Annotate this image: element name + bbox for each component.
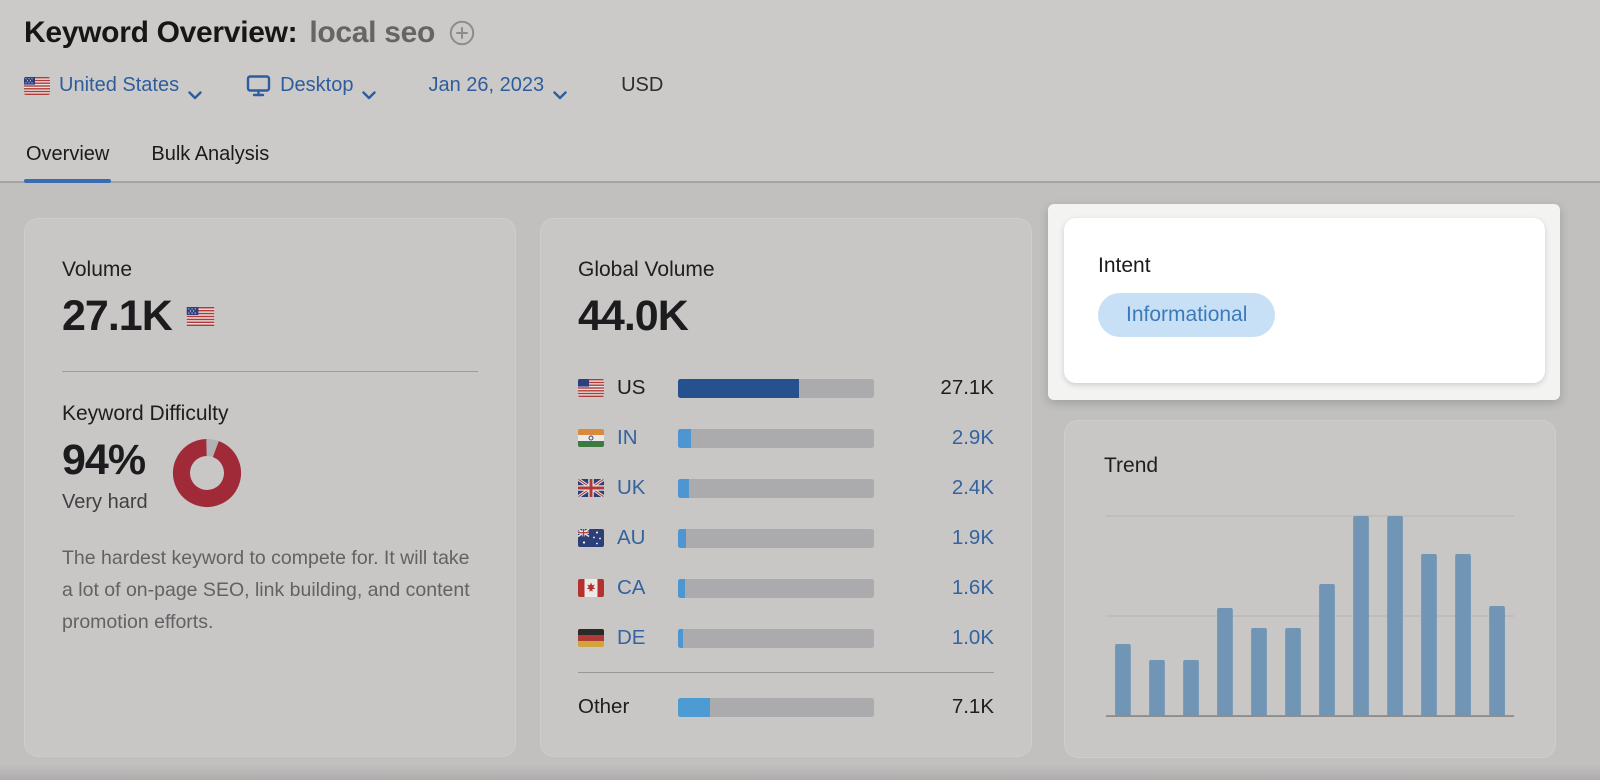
device-selector[interactable]: Desktop [246,74,376,97]
uk-flag-icon [578,479,604,497]
keyword-difficulty-donut [172,438,242,508]
country-volume-value[interactable]: 2.9K [874,426,994,450]
volume-bar-fill [678,429,691,448]
volume-value: 27.1K [62,292,172,341]
country-volume-value[interactable]: 2.4K [874,476,994,500]
volume-label: Volume [62,258,478,282]
in-flag-icon [578,429,604,447]
other-row-divider [578,672,994,673]
filter-bar: United States Desktop Jan 26, 2023 [24,74,663,97]
country-selector-label: United States [59,74,179,97]
volume-bar-fill [678,629,683,648]
country-volume-value[interactable]: 1.9K [874,526,994,550]
global-volume-label: Global Volume [578,258,994,282]
page-title-prefix: Keyword Overview: [24,16,297,50]
volume-bar-fill [678,379,799,398]
au-flag-icon [578,529,604,547]
chevron-down-icon [362,83,376,92]
country-row-us: US 27.1K [578,363,994,413]
page-title-keyword: local seo [309,16,435,50]
global-volume-value: 44.0K [578,292,994,341]
country-code[interactable]: AU [617,526,678,550]
other-volume-value: 7.1K [874,695,994,719]
overview-content: Volume 27.1K [0,185,1600,780]
intent-badge: Informational [1098,293,1275,337]
volume-bar-track [678,429,874,448]
us-flag-icon [186,307,215,326]
volume-bar-track [678,629,874,648]
date-selector-label: Jan 26, 2023 [428,74,544,97]
volume-bar-track [678,479,874,498]
us-flag-icon [24,77,50,95]
country-code[interactable]: DE [617,626,678,650]
tab-bulk-analysis[interactable]: Bulk Analysis [149,141,271,181]
intent-card: Intent Informational [1064,218,1545,383]
card-divider [62,371,478,372]
de-flag-icon [578,629,604,647]
volume-bar-fill [678,479,689,498]
page-header: Keyword Overview: local seo [0,0,1600,183]
volume-bar-fill [678,529,686,548]
country-row-ca: CA 1.6K [578,563,994,613]
volume-bar-track [678,529,874,548]
country-row-au: AU 1.9K [578,513,994,563]
country-code: US [617,376,678,400]
country-row-de: DE 1.0K [578,613,994,663]
add-keyword-icon[interactable] [449,20,475,46]
volume-bar-fill [678,579,685,598]
global-volume-card: Global Volume 44.0K US [540,218,1032,757]
country-row-in: IN 2.9K [578,413,994,463]
other-label: Other [578,695,678,719]
volume-bar-fill [678,698,710,717]
page-title: Keyword Overview: local seo [24,16,475,50]
keyword-difficulty-label: Keyword Difficulty [62,402,478,426]
intent-spotlight-highlight: Intent Informational [1048,204,1560,400]
us-flag-icon [578,379,604,397]
volume-card: Volume 27.1K [24,218,516,757]
device-selector-label: Desktop [280,74,353,97]
desktop-icon [246,74,271,97]
country-selector[interactable]: United States [24,74,202,97]
country-volume-value[interactable]: 1.0K [874,626,994,650]
volume-value-row: 27.1K [62,292,478,341]
keyword-difficulty-value: 94% [62,436,148,485]
volume-bar-track [678,579,874,598]
keyword-difficulty-row: 94% Very hard [62,436,478,514]
intent-label: Intent [1098,254,1511,278]
trend-chart [1104,500,1516,732]
tab-bar: Overview Bulk Analysis [24,141,271,181]
keyword-difficulty-description: The hardest keyword to compete for. It w… [62,542,472,638]
volume-bar-track [678,698,874,717]
country-code[interactable]: UK [617,476,678,500]
volume-bar-track [678,379,874,398]
kd-donut-arc [173,440,239,506]
country-code[interactable]: IN [617,426,678,450]
currency-label: USD [621,74,663,97]
date-selector[interactable]: Jan 26, 2023 [428,74,567,97]
ca-flag-icon [578,579,604,597]
country-row-uk: UK 2.4K [578,463,994,513]
trend-label: Trend [1104,454,1516,478]
trend-card: Trend [1064,420,1556,758]
chevron-down-icon [553,83,567,92]
keyword-difficulty-level: Very hard [62,491,148,514]
country-row-other: Other 7.1K [578,682,994,732]
country-volume-value: 27.1K [874,376,994,400]
tab-overview[interactable]: Overview [24,141,111,181]
country-volume-value[interactable]: 1.6K [874,576,994,600]
country-volume-list: US 27.1K IN [578,363,994,732]
country-code[interactable]: CA [617,576,678,600]
chevron-down-icon [188,83,202,92]
